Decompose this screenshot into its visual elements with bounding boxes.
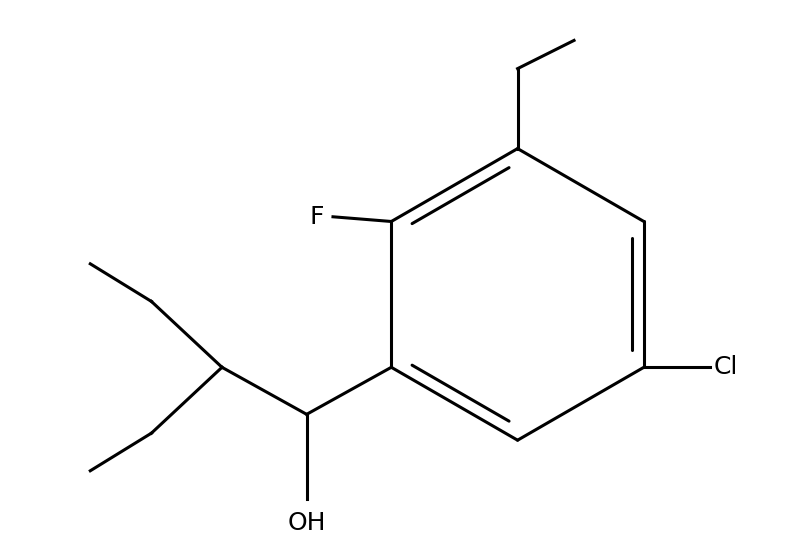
Text: Cl: Cl	[714, 355, 738, 379]
Text: F: F	[309, 205, 323, 229]
Text: OH: OH	[287, 511, 326, 534]
